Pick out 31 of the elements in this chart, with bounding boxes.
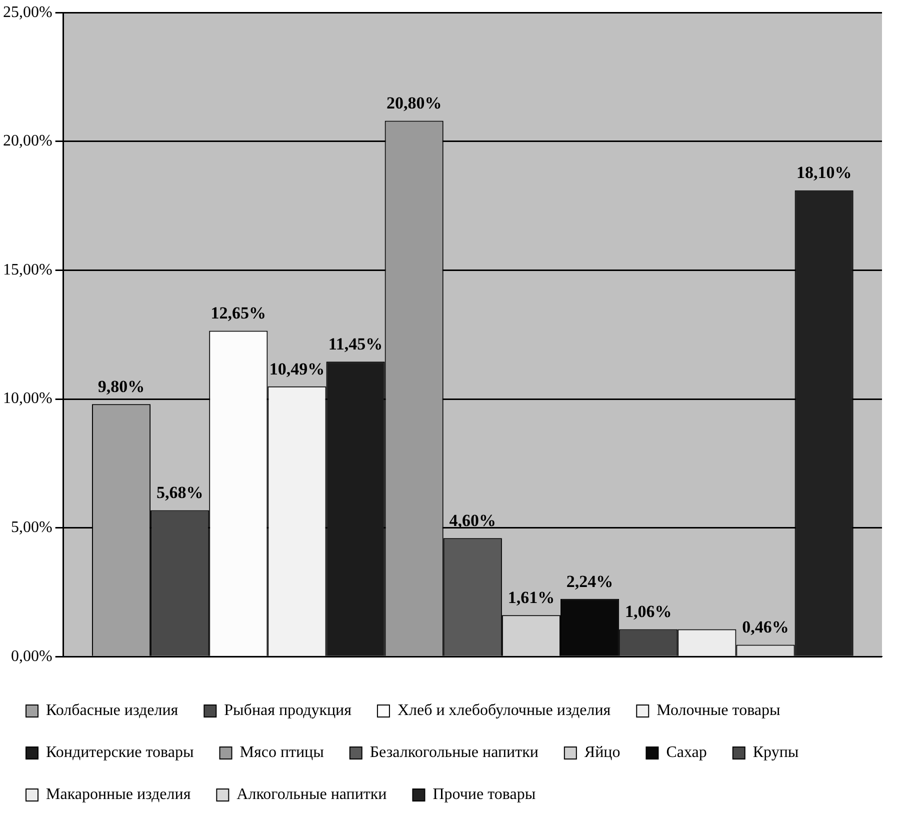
legend-label: Хлеб и хлебобулочные изделия xyxy=(397,702,612,720)
legend-label: Макаронные изделия xyxy=(46,786,192,804)
legend-label: Прочие товары xyxy=(432,786,536,804)
data-label: 10,49% xyxy=(269,359,325,378)
data-label: 18,10% xyxy=(796,163,852,182)
data-label: 1,06% xyxy=(624,602,672,622)
y-tick-label: 20,00% xyxy=(3,132,52,150)
legend-label: Алкогольные напитки xyxy=(236,786,388,804)
legend-label: Безалкогольные напитки xyxy=(370,744,539,762)
legend-label: Крупы xyxy=(752,744,799,762)
y-tick-label: 10,00% xyxy=(3,390,52,408)
legend-label: Яйцо xyxy=(584,744,620,762)
legend-label: Мясо птицы xyxy=(240,744,324,762)
data-label: 12,65% xyxy=(210,304,266,323)
data-label: 2,24% xyxy=(566,572,614,591)
data-label: 11,45% xyxy=(328,334,383,354)
data-label: 4,60% xyxy=(449,510,496,530)
legend-label: Молочные товары xyxy=(656,702,781,720)
y-tick-label: 25,00% xyxy=(3,4,52,21)
data-label: 5,68% xyxy=(156,483,204,502)
data-label: 9,80% xyxy=(98,377,145,396)
data-label: 20,80% xyxy=(386,94,442,113)
legend-label: Сахар xyxy=(666,744,707,762)
y-tick-label: 5,00% xyxy=(11,519,52,536)
data-label: 0,46% xyxy=(742,618,789,637)
legend-label: Рыбная продукция xyxy=(224,702,352,720)
legend-label: Колбасные изделия xyxy=(46,702,179,720)
legend-label: Кондитерские товары xyxy=(46,744,194,762)
data-label: 1,61% xyxy=(508,588,555,608)
y-tick-label: 0,00% xyxy=(11,648,52,665)
y-tick-label: 15,00% xyxy=(3,261,52,278)
